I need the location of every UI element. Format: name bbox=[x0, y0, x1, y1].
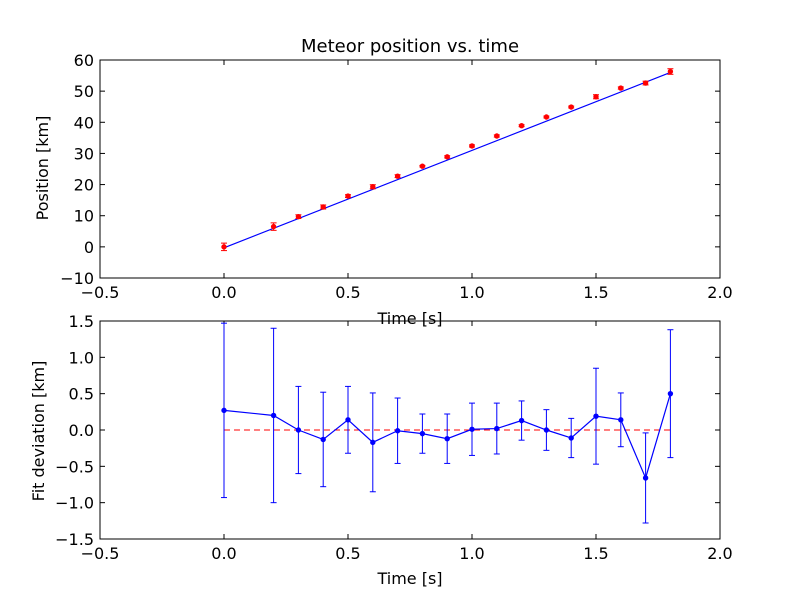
y-tick-label: 0.0 bbox=[69, 421, 94, 440]
y-tick-label: 0.5 bbox=[69, 385, 94, 404]
y-tick-label: 60 bbox=[74, 51, 94, 70]
data-point bbox=[221, 244, 227, 250]
y-axis-label: Position [km] bbox=[33, 116, 52, 221]
y-tick-label: 0 bbox=[84, 238, 94, 257]
x-tick-label: 1.0 bbox=[459, 283, 484, 302]
data-point bbox=[642, 80, 649, 86]
position-plot: Meteor position vs. time Time [s] Positi… bbox=[33, 36, 733, 328]
y-axis-label: Fit deviation [km] bbox=[29, 361, 48, 502]
data-point bbox=[543, 427, 550, 433]
data-point bbox=[469, 426, 475, 432]
data-point bbox=[593, 413, 599, 419]
y-tick-label: −1.0 bbox=[55, 494, 94, 513]
y-tick-label: −10 bbox=[60, 269, 94, 288]
x-tick-label: −0.5 bbox=[81, 544, 120, 563]
data-point bbox=[345, 193, 351, 199]
data-point bbox=[444, 436, 450, 442]
data-point bbox=[221, 407, 227, 414]
y-tick-label: 30 bbox=[74, 144, 94, 163]
data-point bbox=[642, 475, 649, 481]
data-point bbox=[295, 427, 302, 433]
axes-frame bbox=[99, 59, 721, 279]
x-tick-label: 1.5 bbox=[583, 544, 608, 563]
data-point bbox=[394, 428, 401, 434]
y-tick-label: −1.5 bbox=[55, 530, 94, 549]
x-tick-label: 2.0 bbox=[707, 544, 732, 563]
axes-frame bbox=[99, 320, 721, 540]
data-point bbox=[518, 417, 525, 424]
data-point bbox=[469, 143, 475, 149]
y-tick-label: 1.5 bbox=[69, 312, 94, 331]
data-point bbox=[593, 94, 599, 100]
x-tick-label: 0.0 bbox=[211, 283, 236, 302]
data-point bbox=[419, 163, 426, 169]
data-point bbox=[345, 417, 351, 423]
data-point bbox=[444, 154, 450, 160]
data-point bbox=[320, 436, 326, 443]
data-point bbox=[370, 184, 376, 190]
x-axis-label: Time [s] bbox=[376, 569, 442, 588]
y-tick-label: −0.5 bbox=[55, 457, 94, 476]
data-point bbox=[320, 204, 326, 210]
data-point bbox=[494, 133, 500, 139]
data-point bbox=[618, 85, 624, 91]
data-point bbox=[568, 104, 574, 110]
data-point bbox=[295, 213, 302, 220]
deviation-plot: Time [s] Fit deviation [km] −0.5 0.0 0.5 1.… bbox=[29, 312, 733, 588]
x-tick-label: 2.0 bbox=[707, 283, 732, 302]
y-tick-label: 50 bbox=[74, 82, 94, 101]
data-point bbox=[667, 390, 674, 397]
data-point bbox=[419, 430, 426, 437]
data-point bbox=[667, 68, 674, 75]
data-point bbox=[270, 412, 277, 419]
x-tick-label: 1.5 bbox=[583, 283, 608, 302]
data-point bbox=[394, 173, 401, 179]
data-point bbox=[543, 114, 550, 120]
data-point bbox=[568, 435, 574, 441]
x-tick-label: 0.5 bbox=[335, 544, 360, 563]
plot-title: Meteor position vs. time bbox=[301, 36, 519, 57]
y-tick-label: 40 bbox=[74, 113, 94, 132]
y-tick-label: 20 bbox=[74, 176, 94, 195]
x-tick-label: 0.0 bbox=[211, 544, 236, 563]
y-tick-label: 10 bbox=[74, 207, 94, 226]
x-tick-label: −0.5 bbox=[81, 283, 120, 302]
x-axis-label: Time [s] bbox=[376, 309, 442, 328]
deviation-line bbox=[223, 393, 671, 480]
y-tick-label: 1.0 bbox=[69, 348, 94, 367]
data-point bbox=[370, 439, 376, 446]
data-point bbox=[518, 123, 525, 129]
data-point bbox=[270, 223, 277, 230]
x-tick-label: 0.5 bbox=[335, 283, 360, 302]
x-tick-label: 1.0 bbox=[459, 544, 484, 563]
data-point bbox=[494, 425, 500, 432]
data-point bbox=[618, 417, 624, 423]
